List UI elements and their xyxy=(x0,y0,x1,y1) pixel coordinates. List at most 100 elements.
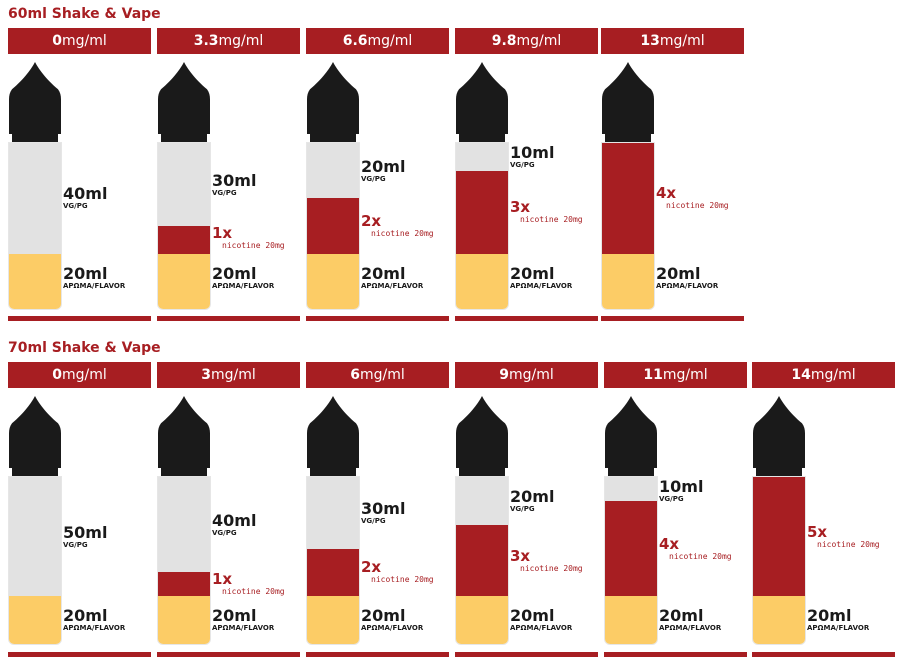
vg-label-sub: VG/PG xyxy=(510,161,535,169)
bottle-cap-icon xyxy=(9,62,61,142)
nicotine-layer xyxy=(602,143,654,254)
strength-header: 9mg/ml xyxy=(455,362,598,388)
vg-layer xyxy=(158,143,210,226)
vg-label: 40ml VG/PG xyxy=(63,185,107,210)
bottle-panel: 0mg/ml 20ml ΑΡΩΜΑ/FLAVOR 40ml VG/PG xyxy=(8,28,151,321)
nicotine-label: 1x nicotine 20mg xyxy=(212,225,285,250)
flavor-layer xyxy=(605,596,657,644)
strength-unit: mg/ml xyxy=(508,367,554,383)
vg-layer xyxy=(9,143,61,254)
nicotine-layer xyxy=(456,170,508,254)
flavor-label: 20ml ΑΡΩΜΑ/FLAVOR xyxy=(361,607,423,632)
nicotine-label-sub: nicotine 20mg xyxy=(371,229,434,238)
cap-ring xyxy=(756,468,802,476)
bottle-panel: 9mg/ml 20ml ΑΡΩΜΑ/FLAVOR 3x nicotine 20mg 20m… xyxy=(455,362,598,657)
panel-underline xyxy=(455,652,598,657)
vg-label-amount: 20ml xyxy=(510,486,555,506)
strength-unit: mg/ml xyxy=(218,33,264,49)
strength-unit: mg/ml xyxy=(359,367,405,383)
cap-shape xyxy=(9,396,61,468)
nicotine-label-amount: 5x xyxy=(807,522,828,541)
strength-value: 3.3 xyxy=(193,33,219,49)
strength-header: 11mg/ml xyxy=(604,362,747,388)
cap-ring xyxy=(459,134,505,142)
nicotine-label: 3x nicotine 20mg xyxy=(510,199,583,224)
strength-header: 14mg/ml xyxy=(752,362,895,388)
nicotine-label-amount: 2x xyxy=(361,558,382,577)
flavor-label-sub: ΑΡΩΜΑ/FLAVOR xyxy=(510,281,573,290)
nicotine-label: 5x nicotine 20mg xyxy=(807,522,880,549)
nicotine-label-sub: nicotine 20mg xyxy=(520,215,583,225)
strength-value: 3 xyxy=(201,367,211,383)
vg-label-amount: 30ml xyxy=(361,498,406,518)
bottle-cap-icon xyxy=(307,62,359,142)
bottle-body xyxy=(157,476,211,645)
cap-shape xyxy=(307,396,359,468)
bottle-body xyxy=(455,476,509,645)
strength-header: 0mg/ml xyxy=(8,362,151,388)
strength-header: 3.3mg/ml xyxy=(157,28,300,54)
bottle-panel: 0mg/ml 20ml ΑΡΩΜΑ/FLAVOR 50ml VG/PG xyxy=(8,362,151,657)
flavor-label: 20ml ΑΡΩΜΑ/FLAVOR xyxy=(510,607,572,632)
vg-layer xyxy=(158,477,210,573)
panel-underline xyxy=(306,652,449,657)
vg-label-amount: 30ml xyxy=(212,170,257,190)
flavor-label-amount: 20ml xyxy=(659,606,704,626)
flavor-label-sub: ΑΡΩΜΑ/FLAVOR xyxy=(212,281,275,290)
flavor-label: 20ml ΑΡΩΜΑ/FLAVOR xyxy=(510,265,572,290)
flavor-label-amount: 20ml xyxy=(510,263,555,283)
vg-label-amount: 50ml xyxy=(63,522,108,542)
vg-layer xyxy=(605,477,657,501)
nicotine-layer xyxy=(753,477,805,597)
flavor-label-amount: 20ml xyxy=(361,263,406,283)
flavor-label-amount: 20ml xyxy=(63,263,108,283)
nicotine-label-sub: nicotine 20mg xyxy=(371,575,434,585)
cap-ring xyxy=(608,468,654,476)
nicotine-label-sub: nicotine 20mg xyxy=(817,539,880,549)
vg-label-sub: VG/PG xyxy=(659,495,684,503)
nicotine-label-amount: 1x xyxy=(212,224,233,242)
section-title: 70ml Shake & Vape xyxy=(8,340,161,356)
bottle-panel: 14mg/ml 20ml ΑΡΩΜΑ/FLAVOR 5x nicotine 20mg xyxy=(752,362,895,657)
flavor-label: 20ml ΑΡΩΜΑ/FLAVOR xyxy=(212,607,274,632)
bottle-cap-icon xyxy=(9,396,61,476)
strength-unit: mg/ml xyxy=(367,33,413,49)
cap-shape xyxy=(456,62,508,134)
nicotine-layer xyxy=(158,572,210,597)
flavor-label-amount: 20ml xyxy=(63,606,108,626)
vg-label: 30ml VG/PG xyxy=(361,500,405,525)
bottle-panel: 9.8mg/ml 20ml ΑΡΩΜΑ/FLAVOR 3x nicotine 20mg 1… xyxy=(455,28,598,321)
strength-value: 0 xyxy=(52,33,62,49)
vg-layer xyxy=(9,477,61,597)
flavor-layer xyxy=(9,596,61,644)
flavor-label-amount: 20ml xyxy=(656,263,701,283)
vg-label: 50ml VG/PG xyxy=(63,524,107,549)
nicotine-label: 3x nicotine 20mg xyxy=(510,547,583,573)
vg-layer xyxy=(456,143,508,171)
flavor-label-amount: 20ml xyxy=(361,606,406,626)
strength-value: 14 xyxy=(791,367,811,383)
bottle-body xyxy=(601,142,655,310)
strength-header: 6mg/ml xyxy=(306,362,449,388)
bottle-body xyxy=(157,142,211,310)
nicotine-label-amount: 3x xyxy=(510,198,531,217)
vg-label-sub: VG/PG xyxy=(361,516,386,525)
flavor-layer xyxy=(9,253,61,309)
bottle-body xyxy=(8,476,62,645)
nicotine-label-amount: 4x xyxy=(656,184,677,203)
strength-unit: mg/ml xyxy=(61,33,107,49)
nicotine-layer xyxy=(605,500,657,597)
strength-value: 9.8 xyxy=(491,33,517,49)
flavor-label: 20ml ΑΡΩΜΑ/FLAVOR xyxy=(63,265,125,290)
flavor-layer xyxy=(158,596,210,644)
vg-label: 30ml VG/PG xyxy=(212,172,256,197)
strength-unit: mg/ml xyxy=(210,367,256,383)
vg-label-sub: VG/PG xyxy=(510,504,535,513)
strength-header: 0mg/ml xyxy=(8,28,151,54)
strength-value: 11 xyxy=(643,367,663,383)
cap-ring xyxy=(161,468,207,476)
nicotine-label: 2x nicotine 20mg xyxy=(361,213,434,238)
vg-label-amount: 20ml xyxy=(361,156,406,176)
vg-label-amount: 10ml xyxy=(510,143,555,162)
vg-layer xyxy=(307,143,359,199)
